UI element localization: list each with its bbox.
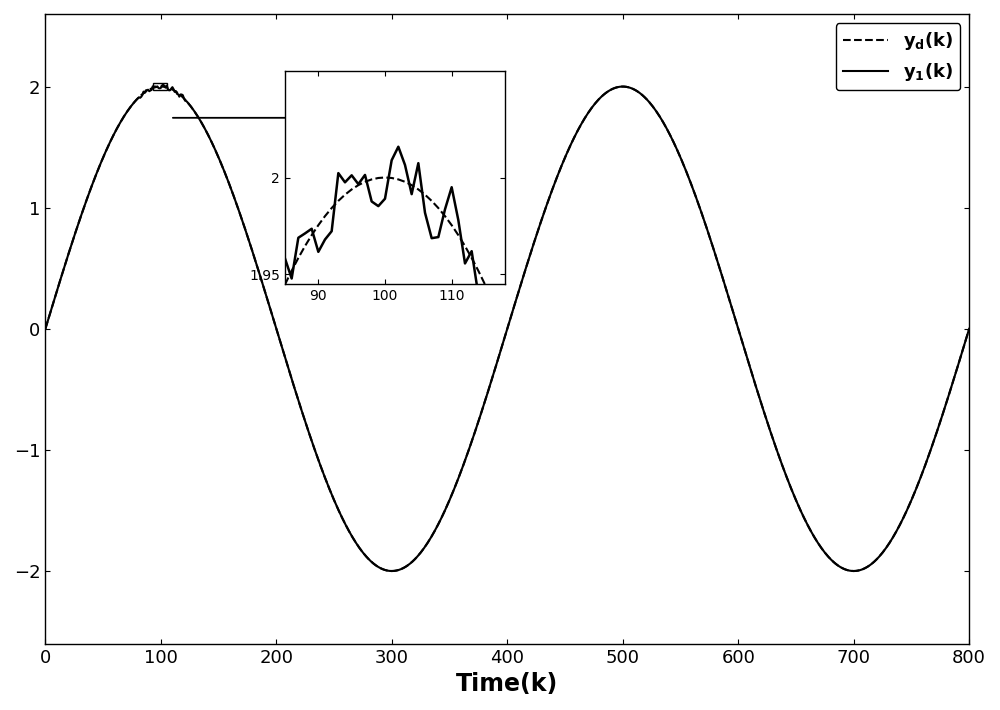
Legend: $\mathbf{y_{d}(k)}$, $\mathbf{y_{1}(k)}$: $\mathbf{y_{d}(k)}$, $\mathbf{y_{1}(k)}$ xyxy=(836,23,960,90)
$\mathbf{y_{d}(k)}$ xyxy=(165,84,177,93)
$\mathbf{y_{1}(k)}$ xyxy=(284,370,296,378)
$\mathbf{y_{1}(k)}$ xyxy=(386,567,398,575)
$\mathbf{y_{1}(k)}$ xyxy=(176,90,188,99)
$\mathbf{y_{d}(k)}$ xyxy=(155,82,167,91)
Line: $\mathbf{y_{1}(k)}$: $\mathbf{y_{1}(k)}$ xyxy=(45,84,969,571)
$\mathbf{y_{1}(k)}$ xyxy=(157,80,169,89)
$\mathbf{y_{d}(k)}$ xyxy=(386,567,398,575)
$\mathbf{y_{d}(k)}$ xyxy=(176,92,188,100)
$\mathbf{y_{1}(k)}$ xyxy=(462,448,474,457)
$\mathbf{y_{1}(k)}$ xyxy=(626,84,638,93)
$\mathbf{y_{d}(k)}$ xyxy=(626,84,638,93)
X-axis label: Time(k): Time(k) xyxy=(456,672,558,696)
$\mathbf{y_{1}(k)}$ xyxy=(165,84,177,93)
$\mathbf{y_{1}(k)}$ xyxy=(956,347,968,356)
$\mathbf{y_{d}(k)}$ xyxy=(462,448,474,457)
Bar xyxy=(153,83,167,89)
$\mathbf{y_{d}(k)}$ xyxy=(284,370,296,378)
$\mathbf{y_{1}(k)}$ xyxy=(39,324,51,333)
$\mathbf{y_{d}(k)}$ xyxy=(39,324,51,333)
$\mathbf{y_{d}(k)}$ xyxy=(956,347,968,356)
Line: $\mathbf{y_{d}(k)}$: $\mathbf{y_{d}(k)}$ xyxy=(45,87,969,571)
$\mathbf{y_{1}(k)}$ xyxy=(963,324,975,333)
$\mathbf{y_{d}(k)}$ xyxy=(963,324,975,333)
